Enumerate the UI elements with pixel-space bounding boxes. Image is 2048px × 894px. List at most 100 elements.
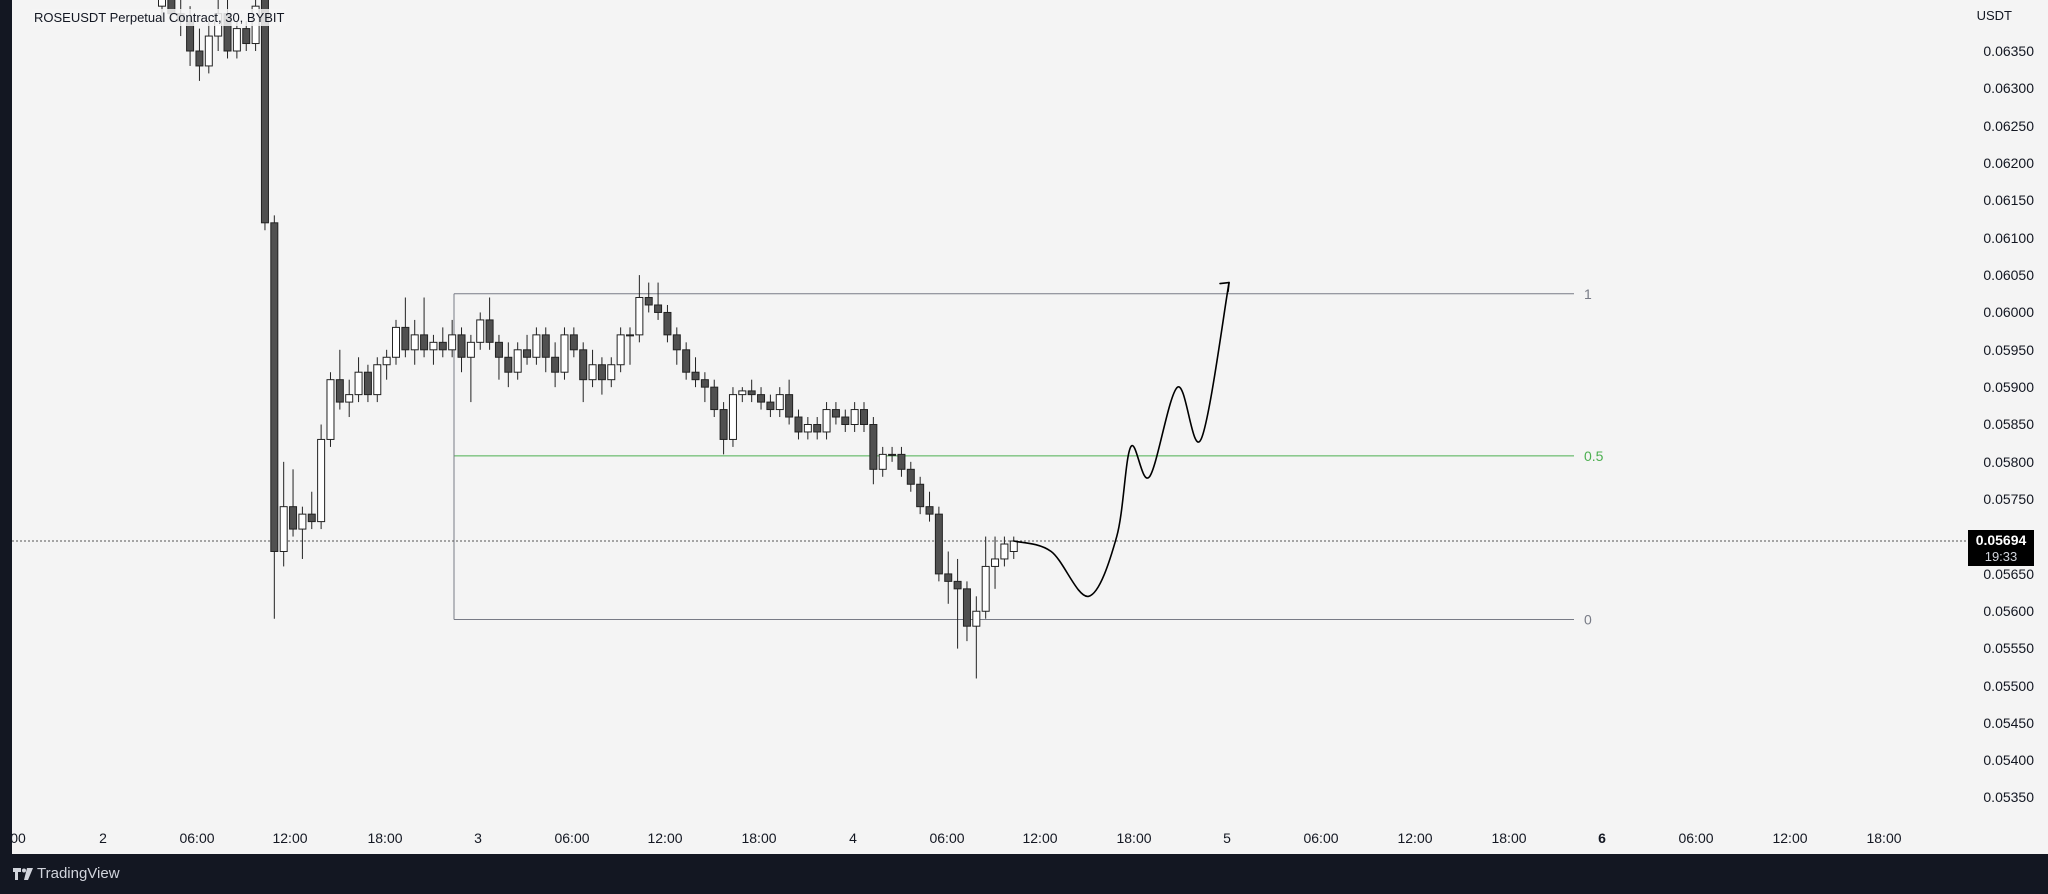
candle-body <box>242 28 251 45</box>
candle-body <box>897 453 906 470</box>
candle <box>560 327 569 380</box>
candle-body <box>373 364 382 396</box>
candle <box>616 327 625 373</box>
candle-body <box>363 371 372 396</box>
candle <box>654 282 663 320</box>
candle <box>691 357 700 388</box>
tradingview-logo-icon[interactable] <box>12 866 34 882</box>
currency-label[interactable]: USDT <box>1976 8 2012 23</box>
candle-body <box>607 364 616 381</box>
candle-body <box>279 506 288 552</box>
candle-body <box>691 371 700 381</box>
time-tick: 06:00 <box>179 830 215 846</box>
candle <box>298 506 307 559</box>
fib-level-label: 0 <box>1584 611 1592 627</box>
candle <box>860 402 868 432</box>
candle-body <box>635 297 644 336</box>
candle-body <box>410 334 419 351</box>
time-tick: 18:00 <box>1866 830 1902 846</box>
candle-body <box>476 319 485 343</box>
candle <box>270 215 279 619</box>
price-tick: 0.05350 <box>1983 789 2034 805</box>
candle <box>279 461 288 567</box>
candle-body <box>401 326 410 351</box>
candle-body <box>953 580 962 590</box>
time-tick: 06:00 <box>1678 830 1714 846</box>
brand-name[interactable]: TradingView <box>37 865 120 882</box>
candle-body <box>195 50 204 67</box>
candle-body <box>785 394 794 418</box>
candle <box>588 349 597 388</box>
candle-body <box>1000 543 1009 560</box>
candle-body <box>560 334 569 373</box>
candle-body <box>532 334 541 358</box>
candle-body <box>878 453 887 470</box>
candle <box>710 379 719 418</box>
candle-body <box>663 311 672 336</box>
candle <box>813 417 822 440</box>
candle <box>626 327 634 365</box>
projection-path[interactable] <box>1012 281 1230 598</box>
candle <box>448 319 457 358</box>
price-tick: 0.05650 <box>1983 566 2034 582</box>
candle <box>953 558 962 649</box>
symbol-title[interactable]: ROSEUSDT Perpetual Contract, 30, BYBIT <box>32 9 287 26</box>
candle <box>850 402 859 432</box>
candle-body <box>850 409 859 425</box>
projection-arrowhead <box>1219 281 1230 293</box>
candle <box>569 327 578 358</box>
candle-body <box>158 0 166 7</box>
candle-body <box>822 409 831 433</box>
candle <box>766 394 775 418</box>
candle <box>794 409 803 440</box>
time-tick: 06:00 <box>554 830 590 846</box>
candle-body <box>981 565 990 612</box>
time-tick: 06:00 <box>929 830 965 846</box>
price-axis[interactable]: USDT 0.06350 0.06300 0.06250 0.06200 0.0… <box>1966 0 2048 854</box>
candle-body <box>579 349 588 381</box>
candle <box>962 581 971 642</box>
time-tick: 12:00 <box>1772 830 1808 846</box>
time-axis[interactable]: 00 2 06:00 12:00 18:00 3 06:00 12:00 18:… <box>10 826 1966 854</box>
candle-body <box>260 0 269 224</box>
candle-body <box>654 304 663 313</box>
candle <box>420 297 429 358</box>
candlestick-chart[interactable]: 10.50 <box>12 0 1966 854</box>
candle-body <box>766 401 775 411</box>
candle <box>438 327 447 358</box>
candle <box>541 327 550 373</box>
candle-body <box>298 513 307 530</box>
candle-body <box>569 334 578 351</box>
candle-body <box>429 341 438 351</box>
candle-body <box>1009 540 1018 552</box>
candle-body <box>860 409 868 425</box>
candle <box>410 319 419 365</box>
candle-body <box>392 326 400 358</box>
fib-retracement[interactable]: 10.50 <box>453 286 1604 628</box>
candle-body <box>513 349 522 373</box>
candle <box>822 402 831 440</box>
candle-body <box>738 390 747 396</box>
time-tick: 4 <box>849 830 857 846</box>
candle <box>775 387 784 418</box>
candle-body <box>457 334 466 358</box>
price-tick: 0.06350 <box>1983 43 2034 59</box>
time-tick: 12:00 <box>1022 830 1058 846</box>
candle-body <box>644 297 653 306</box>
candle <box>700 372 709 403</box>
candle <box>663 304 672 343</box>
price-tick: 0.05750 <box>1983 491 2034 507</box>
candle-body <box>869 424 878 470</box>
candle-body <box>345 394 354 403</box>
candle <box>429 334 438 365</box>
candle <box>841 409 850 432</box>
candle-body <box>757 394 766 403</box>
price-tick: 0.06200 <box>1983 155 2034 171</box>
chart-pane[interactable]: 1 0.5 0 ROSEUSDT Perpetual Contract, 30, B… <box>12 0 1966 854</box>
fib-level-label: 0.5 <box>1584 448 1604 464</box>
candle-body <box>420 334 429 351</box>
candle <box>373 357 382 403</box>
price-tick: 0.05500 <box>1983 678 2034 694</box>
candle <box>504 342 513 388</box>
